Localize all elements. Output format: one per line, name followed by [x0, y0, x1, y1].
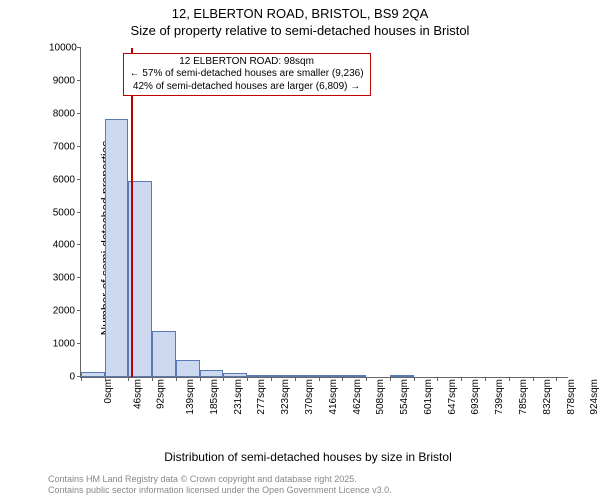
x-tick-label: 323sqm: [274, 379, 291, 415]
x-tick-mark: [556, 377, 557, 381]
footer-attribution: Contains HM Land Registry data © Crown c…: [48, 474, 392, 496]
histogram-bar: [105, 119, 129, 377]
y-tick-label: 3000: [49, 273, 81, 284]
y-tick-label: 7000: [49, 141, 81, 152]
title-line-1: 12, ELBERTON ROAD, BRISTOL, BS9 2QA: [0, 6, 600, 23]
x-tick-mark: [366, 377, 367, 381]
x-tick-mark: [105, 377, 106, 381]
x-tick-label: 139sqm: [180, 379, 197, 415]
y-tick-label: 5000: [49, 207, 81, 218]
y-tick-label: 0: [49, 372, 81, 383]
x-tick-label: 924sqm: [583, 379, 600, 415]
histogram-bar: [319, 375, 343, 377]
x-tick-label: 693sqm: [464, 379, 481, 415]
x-tick-mark: [128, 377, 129, 381]
y-tick-mark: [77, 146, 81, 147]
x-tick-label: 739sqm: [488, 379, 505, 415]
chart-title: 12, ELBERTON ROAD, BRISTOL, BS9 2QA Size…: [0, 0, 600, 40]
x-tick-label: 878sqm: [560, 379, 577, 415]
y-tick-label: 10000: [49, 43, 81, 54]
y-tick-mark: [77, 277, 81, 278]
histogram-bar: [271, 375, 295, 377]
x-tick-mark: [152, 377, 153, 381]
y-tick-mark: [77, 212, 81, 213]
x-tick-label: 462sqm: [346, 379, 363, 415]
x-tick-label: 370sqm: [298, 379, 315, 415]
histogram-bar: [390, 375, 414, 377]
x-tick-label: 416sqm: [322, 379, 339, 415]
x-tick-label: 647sqm: [441, 379, 458, 415]
y-tick-mark: [77, 244, 81, 245]
y-tick-label: 2000: [49, 306, 81, 317]
y-tick-mark: [77, 343, 81, 344]
histogram-bar: [152, 331, 176, 377]
x-tick-label: 785sqm: [512, 379, 529, 415]
annotation-box: 12 ELBERTON ROAD: 98sqm← 57% of semi-det…: [123, 53, 371, 97]
x-tick-mark: [176, 377, 177, 381]
footer-line-2: Contains public sector information licen…: [48, 485, 392, 496]
x-tick-mark: [200, 377, 201, 381]
x-tick-mark: [223, 377, 224, 381]
y-tick-mark: [77, 113, 81, 114]
x-tick-label: 508sqm: [369, 379, 386, 415]
x-tick-mark: [461, 377, 462, 381]
x-tick-mark: [485, 377, 486, 381]
plot-area: 0100020003000400050006000700080009000100…: [80, 48, 568, 378]
x-tick-label: 832sqm: [536, 379, 553, 415]
y-tick-label: 4000: [49, 240, 81, 251]
x-tick-mark: [81, 377, 82, 381]
x-tick-mark: [390, 377, 391, 381]
y-tick-label: 1000: [49, 339, 81, 350]
y-tick-label: 8000: [49, 108, 81, 119]
histogram-bar: [223, 373, 247, 377]
title-line-2: Size of property relative to semi-detach…: [0, 23, 600, 40]
histogram-bar: [295, 375, 319, 377]
x-tick-mark: [509, 377, 510, 381]
x-tick-mark: [437, 377, 438, 381]
y-tick-mark: [77, 179, 81, 180]
footer-line-1: Contains HM Land Registry data © Crown c…: [48, 474, 392, 485]
reference-line: [131, 48, 133, 377]
x-tick-mark: [414, 377, 415, 381]
x-axis-label: Distribution of semi-detached houses by …: [164, 450, 451, 464]
x-tick-mark: [319, 377, 320, 381]
x-tick-label: 554sqm: [393, 379, 410, 415]
annotation-line: 42% of semi-detached houses are larger (…: [130, 81, 364, 94]
y-tick-mark: [77, 80, 81, 81]
chart-area: Number of semi-detached properties 01000…: [48, 48, 568, 428]
annotation-line: 12 ELBERTON ROAD: 98sqm: [130, 56, 364, 69]
x-tick-label: 277sqm: [251, 379, 268, 415]
x-tick-mark: [342, 377, 343, 381]
histogram-bar: [81, 372, 105, 377]
y-tick-label: 6000: [49, 174, 81, 185]
y-tick-label: 9000: [49, 75, 81, 86]
y-tick-mark: [77, 47, 81, 48]
histogram-bar: [200, 370, 224, 377]
x-tick-label: 601sqm: [417, 379, 434, 415]
x-tick-label: 92sqm: [150, 379, 167, 409]
y-tick-mark: [77, 310, 81, 311]
histogram-bar: [176, 360, 200, 377]
x-tick-mark: [271, 377, 272, 381]
x-tick-mark: [533, 377, 534, 381]
x-tick-label: 185sqm: [203, 379, 220, 415]
x-tick-mark: [295, 377, 296, 381]
x-tick-label: 0sqm: [97, 379, 114, 403]
histogram-bar: [247, 375, 271, 377]
histogram-bar: [342, 375, 366, 377]
x-tick-label: 231sqm: [227, 379, 244, 415]
x-tick-label: 46sqm: [126, 379, 143, 409]
annotation-line: ← 57% of semi-detached houses are smalle…: [130, 68, 364, 81]
x-tick-mark: [247, 377, 248, 381]
